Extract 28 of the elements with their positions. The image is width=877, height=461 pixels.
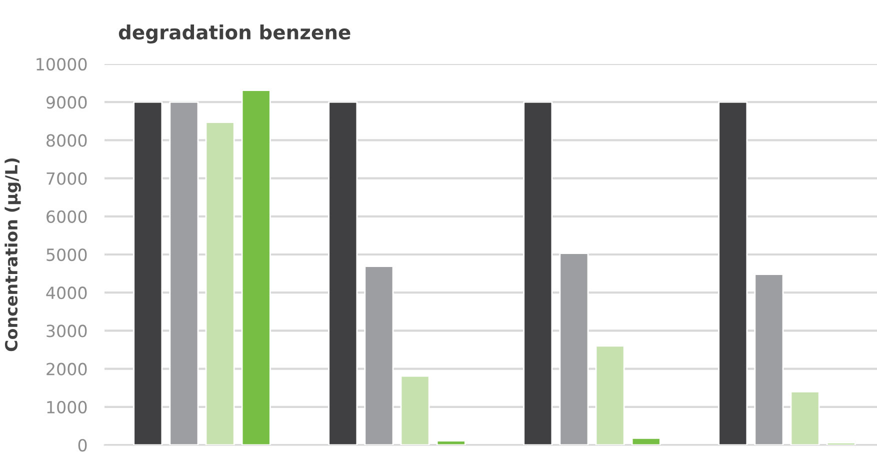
y-tick-label: 2000 [46,362,87,376]
bar [205,122,235,445]
bar [718,101,748,445]
bar [241,90,271,445]
y-tick-label: 6000 [46,210,87,223]
y-axis-title: Concentration (µg/L) [4,158,21,352]
bar [595,345,625,445]
y-tick-label: 1000 [47,400,87,414]
chart-title: degradation benzene [118,24,350,44]
bar [790,390,820,445]
y-tick-label: 7000 [46,172,87,185]
bar [436,440,466,445]
bar [328,101,358,445]
bar [133,101,163,445]
y-tick-label: 8000 [46,134,87,147]
bar [559,252,589,445]
bar [523,101,553,445]
y-tick-label: 0 [78,438,87,452]
y-tick-label: 5000 [46,248,87,262]
y-tick-label: 3000 [46,324,87,338]
bar [364,266,394,445]
bar [400,375,430,445]
y-tick-label: 10000 [36,58,87,71]
y-tick-label: 9000 [46,96,87,109]
bar [631,437,661,445]
y-tick-label: 4000 [46,286,87,300]
bar [169,101,199,445]
bar [754,274,784,445]
